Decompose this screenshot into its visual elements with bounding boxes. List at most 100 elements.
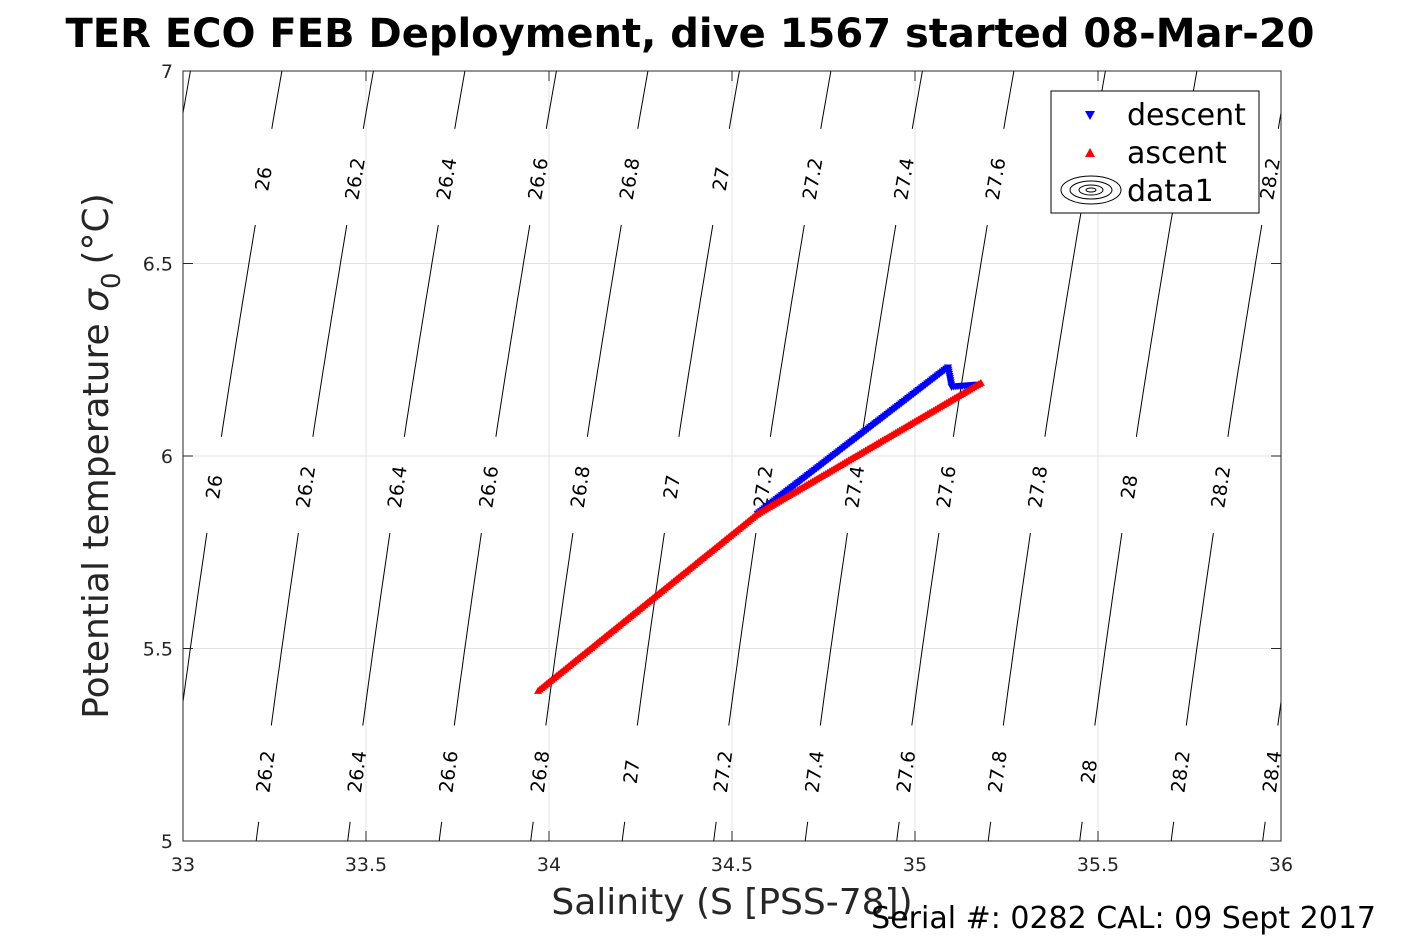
isopycnal-line	[678, 224, 714, 437]
x-tick-label: 34	[537, 854, 561, 876]
isopycnal-line	[819, 532, 848, 726]
x-axis-label: Salinity (S [PSS-78])	[551, 882, 912, 923]
chart-title: TER ECO FEB Deployment, dive 1567 starte…	[65, 11, 1314, 57]
isopycnal-line	[728, 71, 740, 129]
series-descent	[753, 364, 982, 518]
y-tick-label: 6	[161, 446, 173, 468]
contour-label: 27.6	[893, 749, 920, 794]
isopycnal-line	[636, 532, 665, 726]
isopycnal-line	[952, 224, 988, 437]
contour-label: 27.4	[841, 464, 869, 509]
isopycnal-line	[362, 532, 391, 726]
isopycnal-line	[220, 224, 256, 437]
isopycnal-line	[1227, 224, 1263, 437]
contour-label: 26.8	[527, 749, 554, 794]
isopycnal-line	[438, 821, 443, 841]
contour-label: 26.8	[616, 156, 645, 201]
y-axis-label-unit: (°C)	[76, 193, 117, 264]
axis-ticks: 33 33.5 34 34.5 35 35.5 36 5 5.5 6 6.5 7	[143, 61, 1293, 876]
isopycnal-line	[728, 532, 757, 726]
legend-descent-marker	[1085, 111, 1095, 120]
ascent-point	[976, 378, 985, 386]
isopycnal-line	[621, 821, 626, 841]
isopycnal-line	[495, 224, 531, 437]
contour-label: 27.6	[933, 464, 961, 509]
isopycnal-line	[362, 71, 374, 129]
isopycnal-line	[1002, 532, 1031, 726]
contour-label: 26	[251, 165, 277, 193]
y-tick-label: 5	[161, 831, 173, 853]
series-ascent	[534, 378, 985, 694]
isopycnal-line	[911, 532, 940, 726]
contour-label: 27	[620, 758, 645, 785]
legend-data1-label: data1	[1127, 174, 1214, 209]
y-axis-label-sub: 0	[97, 272, 127, 289]
isopycnal-line	[312, 224, 348, 437]
contour-label: 26.6	[435, 749, 462, 794]
legend-descent-label: descent	[1127, 98, 1246, 133]
isopycnal-line	[183, 532, 208, 706]
contour-label: 27	[709, 165, 735, 193]
x-tick-label: 34.5	[711, 854, 753, 876]
legend-ascent-label: ascent	[1127, 136, 1227, 171]
contour-label: 28	[1117, 473, 1142, 500]
y-axis-label-sigma: σ	[76, 288, 117, 312]
y-tick-label: 5.5	[143, 639, 173, 661]
contour-label: 27.2	[799, 156, 828, 201]
isopycnal-line	[1277, 110, 1281, 129]
legend-ascent-marker	[1085, 148, 1095, 157]
density-contours: 262626.226.226.226.426.426.426.626.626.6…	[183, 71, 1417, 841]
contour-label: 26.2	[292, 464, 320, 509]
isopycnal-line	[637, 71, 649, 129]
isopycnal-line	[403, 224, 439, 437]
data-points	[534, 364, 985, 694]
isopycnal-line	[271, 71, 283, 129]
isopycnal-line	[347, 821, 351, 841]
isopycnal-line	[586, 224, 622, 437]
contour-label: 27.8	[984, 749, 1011, 794]
isopycnal-line	[453, 532, 482, 726]
isopycnal-line	[1079, 821, 1083, 841]
contour-label: 28	[1077, 758, 1102, 785]
isopycnal-line	[1354, 71, 1417, 841]
isopycnal-line	[545, 532, 574, 726]
isopycnal-line	[1277, 698, 1281, 726]
contour-label: 26.4	[433, 156, 462, 201]
y-tick-label: 7	[161, 61, 173, 83]
isopycnal-line	[987, 821, 992, 841]
isopycnal-line	[896, 821, 900, 841]
contour-label: 28.2	[1207, 464, 1235, 509]
isopycnal-line	[804, 821, 809, 841]
contour-label: 28.4	[1259, 749, 1286, 794]
legend-data1-marker	[1060, 175, 1122, 205]
contour-label: 27.8	[1024, 464, 1052, 509]
contour-label: 26	[202, 473, 227, 500]
isopycnal-line	[713, 821, 717, 841]
contour-label: 28.2	[1167, 749, 1194, 794]
isopycnal-line	[911, 71, 923, 129]
contour-label: 27.4	[801, 749, 828, 794]
isopycnal-line	[861, 224, 897, 437]
isopycnal-line	[255, 821, 260, 841]
contour-lines: 262626.226.226.226.426.426.426.626.626.6…	[183, 71, 1417, 841]
contour-label: 27	[660, 473, 685, 500]
isopycnal-line	[270, 532, 299, 726]
isopycnal-line	[545, 71, 557, 129]
isopycnal-line	[769, 224, 805, 437]
isopycnal-line	[530, 821, 534, 841]
y-axis-label: Potential temperature σ0 (°C)	[76, 193, 127, 719]
isopycnal-line	[820, 71, 832, 129]
legend: descent ascent data1	[1050, 90, 1260, 214]
isopycnal-line	[454, 71, 466, 129]
contour-label: 26.6	[475, 464, 503, 509]
contour-label: 26.2	[252, 749, 279, 794]
x-tick-label: 33	[171, 854, 195, 876]
y-tick-label: 6.5	[143, 254, 173, 276]
isopycnal-line	[1262, 821, 1266, 841]
isopycnal-line	[1185, 532, 1214, 726]
contour-label: 26.8	[567, 464, 595, 509]
x-tick-label: 33.5	[345, 854, 387, 876]
x-tick-label: 35	[903, 854, 927, 876]
y-axis-label-main: Potential temperature	[76, 323, 117, 718]
